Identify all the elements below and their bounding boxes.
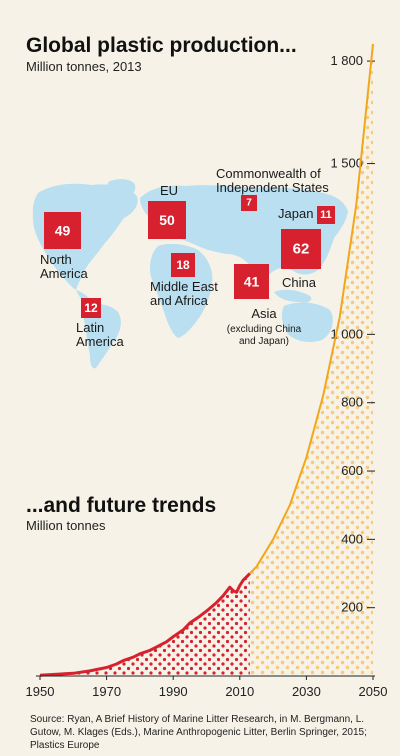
region-value-box <box>281 229 321 269</box>
source-note: Source: Ryan, A Brief History of Marine … <box>30 714 367 751</box>
japan-landmass <box>325 219 336 239</box>
region-middle-east-and-africa: 18 Middle East and Africa <box>150 253 218 308</box>
x-tick-label: 1970 <box>92 684 121 699</box>
x-tick-label: 1950 <box>26 684 55 699</box>
region-value: 18 <box>176 258 190 272</box>
region-label: North America <box>40 252 88 281</box>
y-tick-label: 800 <box>341 395 363 410</box>
x-axis-ticks: 1950 1970 1990 2010 2030 2050 <box>26 676 388 699</box>
region-value: 62 <box>293 241 310 258</box>
region-label: Latin America <box>76 320 124 349</box>
indonesia-landmass <box>274 289 312 303</box>
region-value: 50 <box>159 212 175 228</box>
region-value-box <box>44 212 81 249</box>
y-tick-label: 1 800 <box>330 53 363 68</box>
y-tick-label: 1 000 <box>330 326 363 341</box>
region-label: Asia <box>251 306 277 321</box>
region-label: Middle East and Africa <box>150 279 218 308</box>
y-tick-label: 600 <box>341 463 363 478</box>
region-value-box <box>171 253 195 277</box>
region-commonwealth-of-independent-states: 7 Commonwealth of Independent States <box>216 166 329 211</box>
region-label: China <box>282 275 317 290</box>
region-value: 11 <box>320 209 332 221</box>
australia-landmass <box>281 302 333 342</box>
projected-area-fill <box>249 44 373 676</box>
region-value: 7 <box>246 198 252 209</box>
africa-landmass <box>150 243 213 338</box>
region-japan: 11 Japan <box>278 206 335 224</box>
region-value: 12 <box>84 301 98 315</box>
page-title: Global plastic production... <box>26 34 297 57</box>
region-value-box <box>241 195 257 211</box>
trends-title: ...and future trends <box>26 494 216 517</box>
south-america-landmass <box>83 304 121 369</box>
region-note: (excluding China and Japan) <box>227 324 302 347</box>
projected-series-line <box>249 43 374 575</box>
region-latin-america: 12 Latin America <box>76 298 124 349</box>
region-value: 49 <box>55 223 71 239</box>
region-eu: 50 EU <box>148 183 186 239</box>
y-tick-label: 400 <box>341 531 363 546</box>
page-subtitle: Million tonnes, 2013 <box>26 59 142 74</box>
trends-subtitle: Million tonnes <box>26 518 106 533</box>
x-tick-label: 2030 <box>292 684 321 699</box>
x-tick-label: 2010 <box>225 684 254 699</box>
historical-area-fill <box>40 573 250 676</box>
region-value-box <box>317 206 335 224</box>
y-tick-label: 200 <box>341 600 363 615</box>
region-markers: 49 North America 12 Latin America 50 EU 18 Middle… <box>40 166 335 349</box>
region-label: Commonwealth of Independent States <box>216 166 329 195</box>
y-axis-ticks: 200 400 600 800 1 000 1 500 1 800 <box>330 53 375 615</box>
region-value: 41 <box>244 274 260 290</box>
region-china: 62 China <box>281 229 321 290</box>
region-label: Japan <box>278 206 313 221</box>
region-value-box <box>81 298 101 318</box>
region-label: EU <box>160 183 178 198</box>
greenland-landmass <box>108 179 136 200</box>
future-trends-chart: 200 400 600 800 1 000 1 500 1 800 1950 1970 1990… <box>26 43 388 699</box>
historical-series-line <box>39 572 251 677</box>
x-tick-label: 2050 <box>359 684 388 699</box>
region-north-america: 49 North America <box>40 212 88 281</box>
region-value-box <box>234 264 269 299</box>
region-asia: 41 Asia (excluding China and Japan) <box>227 264 302 347</box>
region-value-box <box>148 201 186 239</box>
y-tick-label: 1 500 <box>330 156 363 171</box>
x-tick-label: 1990 <box>159 684 188 699</box>
north-america-landmass <box>32 183 138 290</box>
